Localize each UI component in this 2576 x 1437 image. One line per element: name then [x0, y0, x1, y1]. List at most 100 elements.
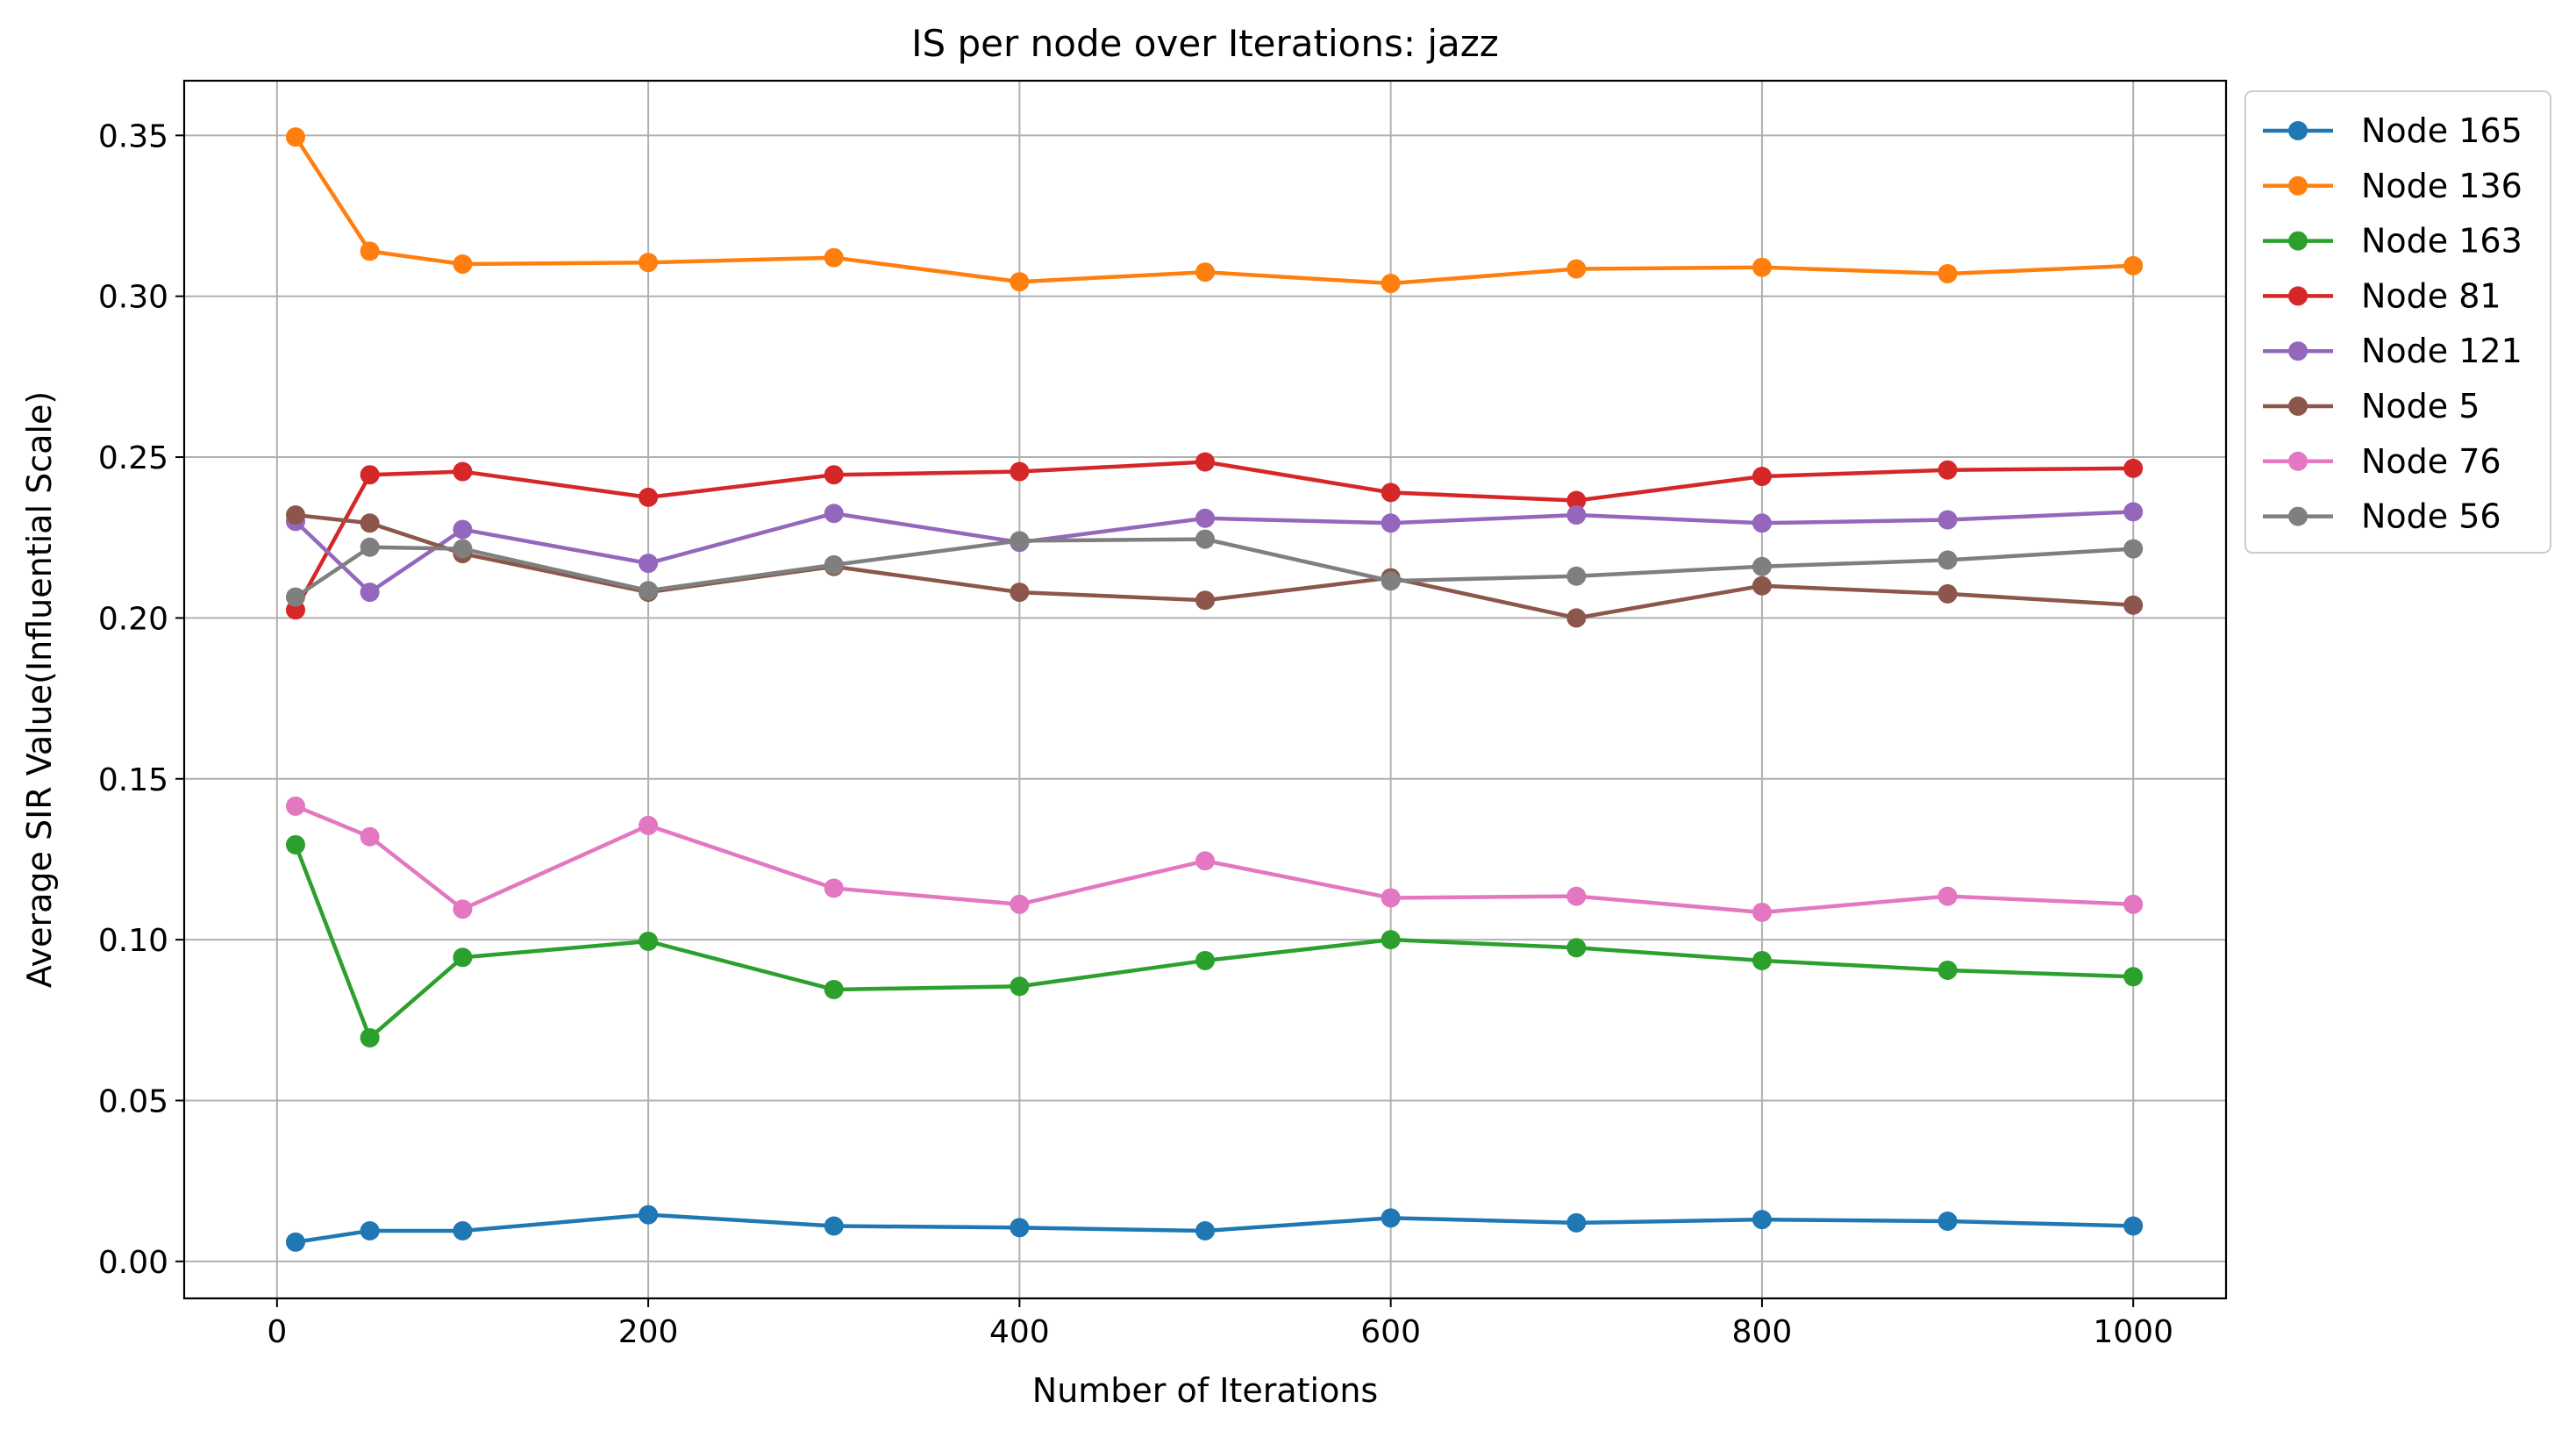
data-point	[1381, 930, 1401, 950]
series-node-165	[285, 1205, 2144, 1252]
data-point	[1381, 513, 1401, 533]
data-point	[453, 539, 473, 559]
data-point	[1010, 583, 1030, 603]
y-tick-label: 0.05	[98, 1083, 168, 1119]
data-point	[2123, 595, 2144, 615]
data-point	[1381, 888, 1401, 908]
data-point	[824, 554, 844, 575]
data-point	[1566, 259, 1587, 279]
legend-marker	[2288, 286, 2308, 306]
legend: Node 165 Node 136 Node 163 Node 81 Node 121 N…	[2244, 90, 2551, 554]
data-point	[639, 815, 659, 835]
x-tick-label: 800	[1732, 1314, 1793, 1350]
data-point	[2123, 967, 2144, 987]
y-tick-label: 0.20	[98, 601, 168, 637]
legend-label: Node 121	[2361, 332, 2522, 370]
data-point	[1752, 576, 1772, 596]
data-point	[1752, 1210, 1772, 1230]
series-line-node-165	[295, 1212, 2134, 1245]
legend-label: Node 76	[2361, 442, 2501, 481]
data-point	[285, 796, 305, 816]
legend-label: Node 163	[2361, 222, 2522, 261]
data-point	[1381, 1208, 1401, 1228]
x-tick-label: 200	[618, 1314, 679, 1350]
data-point	[1010, 1218, 1030, 1238]
data-point	[2123, 1216, 2144, 1236]
series-node-81	[285, 452, 2144, 620]
legend-marker	[2288, 506, 2308, 526]
data-point	[1937, 960, 1958, 980]
data-point	[1937, 550, 1958, 570]
legend-marker	[2288, 341, 2308, 361]
gridlines	[184, 81, 2226, 1298]
legend-marker	[2288, 121, 2308, 140]
data-point	[360, 583, 380, 603]
data-point	[1937, 1211, 1958, 1231]
data-point	[824, 878, 844, 898]
data-point	[1566, 886, 1587, 906]
legend-label: Node 81	[2361, 276, 2501, 315]
data-point	[1752, 556, 1772, 576]
data-point	[2123, 539, 2144, 559]
data-point	[1752, 257, 1772, 277]
legend-marker	[2288, 397, 2308, 416]
data-point	[1195, 950, 1215, 970]
data-point	[639, 1205, 659, 1225]
data-point	[453, 1220, 473, 1240]
data-point	[1752, 513, 1772, 533]
legend-label: Node 56	[2361, 497, 2501, 536]
data-point	[1566, 490, 1587, 511]
y-axis-label: Average SIR Value(Influential Scale)	[20, 391, 59, 988]
data-point	[1195, 1220, 1215, 1240]
data-point	[360, 537, 380, 557]
data-point	[1566, 938, 1587, 958]
data-point	[360, 465, 380, 485]
series-line-node-163	[293, 844, 2134, 1040]
x-tick-label: 0	[267, 1314, 287, 1350]
y-tick-label: 0.35	[98, 118, 168, 154]
data-point	[639, 253, 659, 273]
data-point	[1566, 1212, 1587, 1233]
legend-marker	[2288, 451, 2308, 471]
y-axis-ticks: 0.00 0.05 0.10 0.15 0.20 0.25 0.30 0.35	[98, 118, 184, 1281]
data-point	[360, 1220, 380, 1240]
data-point	[1566, 505, 1587, 525]
series-node-121	[285, 502, 2144, 603]
data-point	[639, 487, 659, 507]
data-point	[1937, 583, 1958, 604]
data-point	[1937, 264, 1958, 284]
data-point	[1937, 460, 1958, 480]
legend-items: Node 165 Node 136 Node 163 Node 81 Node 121 N…	[2263, 111, 2522, 536]
data-point	[453, 947, 473, 968]
data-point	[1195, 590, 1215, 611]
y-tick-label: 0.00	[98, 1245, 168, 1281]
data-point	[1010, 976, 1030, 997]
y-tick-label: 0.15	[98, 762, 168, 798]
series-line-node-56	[294, 537, 2134, 599]
data-point	[360, 826, 380, 847]
data-point	[824, 247, 844, 268]
data-point	[1195, 529, 1215, 549]
data-point	[1381, 274, 1401, 294]
data-point	[1010, 461, 1030, 482]
series-node-76	[285, 796, 2144, 922]
data-point	[639, 581, 659, 601]
x-tick-label: 600	[1360, 1314, 1421, 1350]
legend-marker	[2288, 175, 2308, 196]
data-point	[285, 834, 305, 854]
data-point	[1752, 902, 1772, 922]
data-point	[1566, 608, 1587, 628]
data-point	[1010, 894, 1030, 914]
data-point	[2123, 894, 2144, 914]
data-point	[285, 505, 305, 525]
data-point	[1752, 950, 1772, 970]
data-point	[824, 1216, 844, 1236]
plot-frame	[182, 79, 2228, 1300]
data-point	[285, 1232, 305, 1252]
data-point	[453, 519, 473, 540]
data-point	[1752, 467, 1772, 487]
series-node-163	[285, 834, 2144, 1047]
series-line-node-121	[294, 510, 2134, 595]
